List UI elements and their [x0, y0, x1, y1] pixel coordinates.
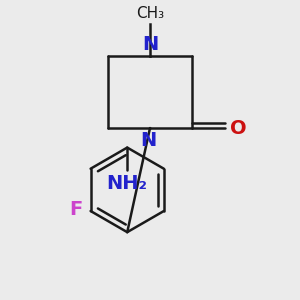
Text: CH₃: CH₃: [136, 6, 164, 21]
Text: F: F: [69, 200, 82, 219]
Text: O: O: [230, 118, 246, 138]
Text: N: N: [140, 131, 157, 150]
Text: N: N: [142, 35, 158, 54]
Text: NH₂: NH₂: [107, 174, 148, 193]
